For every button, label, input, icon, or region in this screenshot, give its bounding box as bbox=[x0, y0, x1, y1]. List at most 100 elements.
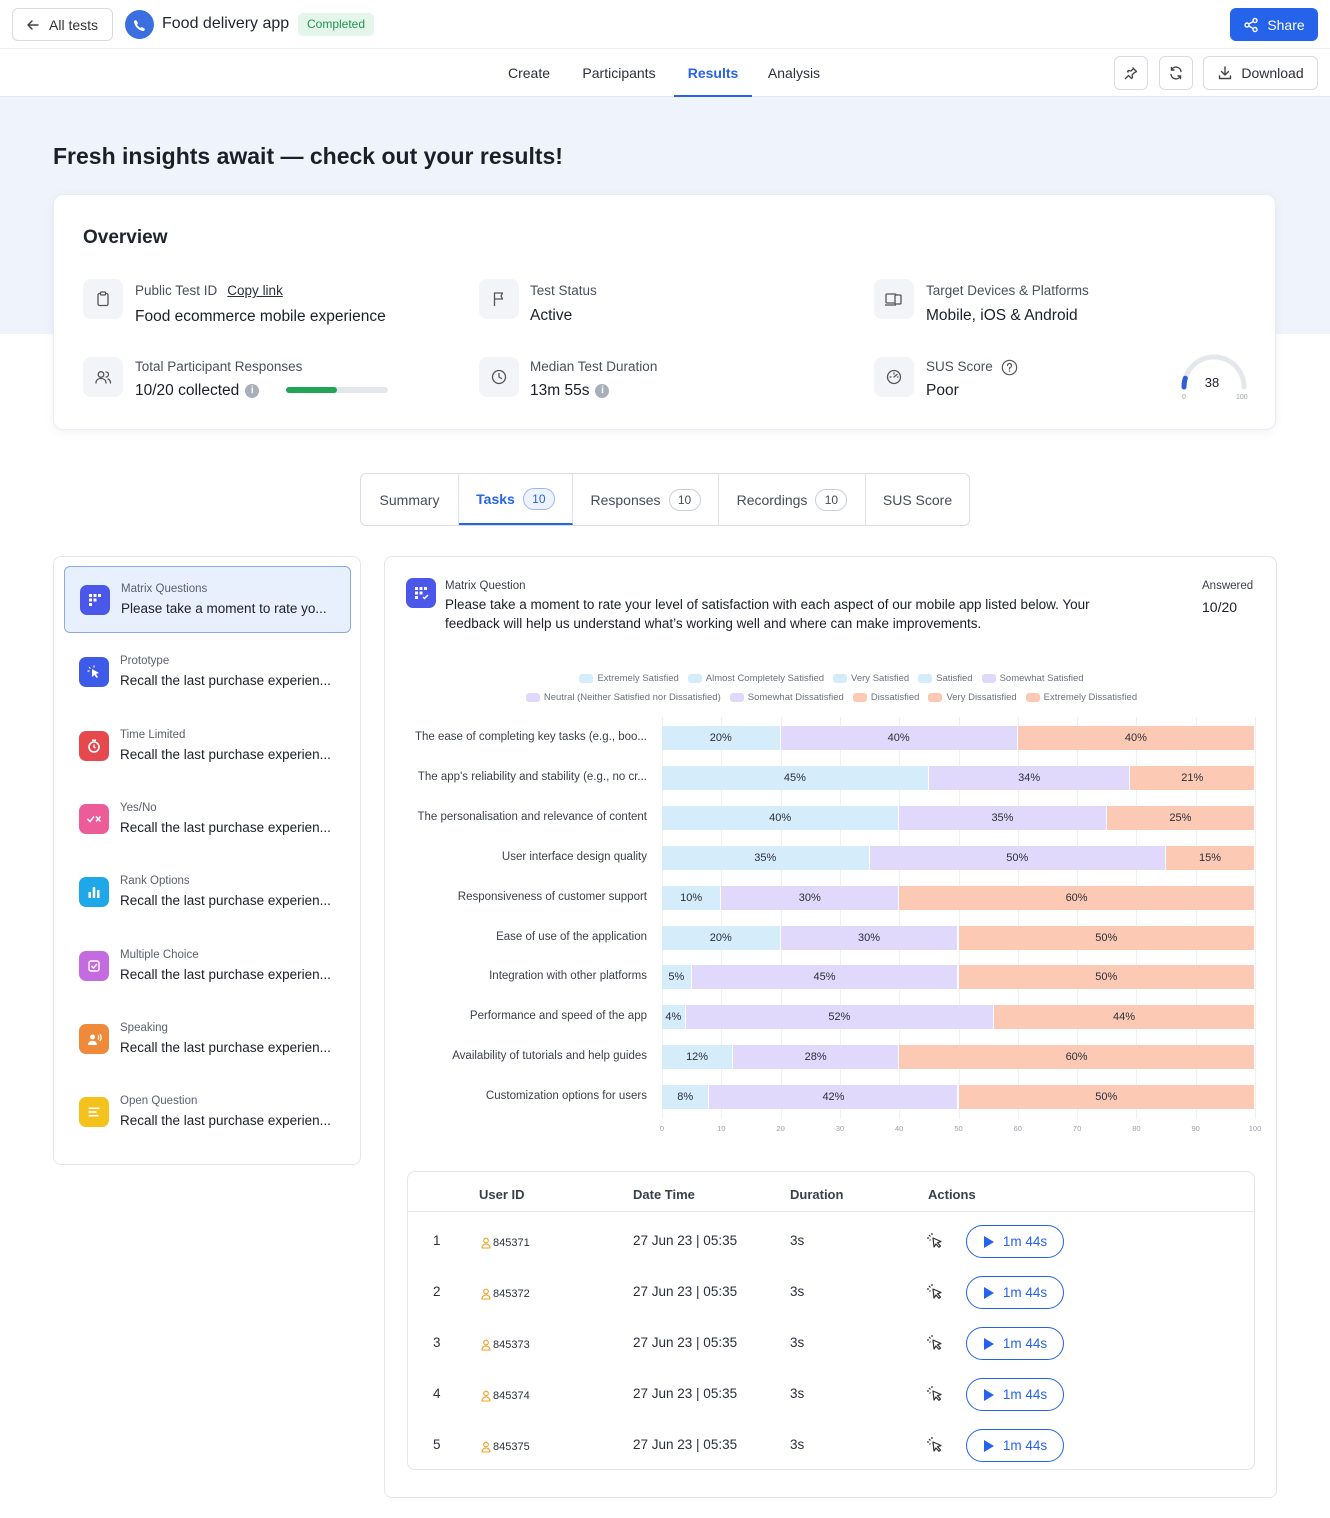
row-index: 2 bbox=[433, 1284, 441, 1299]
header-user-id: User ID bbox=[479, 1187, 525, 1202]
share-button[interactable]: Share bbox=[1230, 8, 1318, 41]
bar-segment[interactable]: 28% bbox=[733, 1045, 900, 1070]
legend-swatch bbox=[833, 674, 848, 683]
click-heatmap-icon[interactable] bbox=[925, 1282, 945, 1302]
task-item[interactable]: Prototype Recall the last purchase experi… bbox=[64, 639, 351, 706]
sus-gauge: 38 0 100 bbox=[1178, 353, 1250, 403]
copy-link[interactable]: Copy link bbox=[227, 283, 283, 298]
all-tests-button[interactable]: All tests bbox=[12, 8, 113, 41]
download-label: Download bbox=[1241, 65, 1304, 81]
subtab-sus-score[interactable]: SUS Score bbox=[882, 491, 953, 508]
bar-segment[interactable]: 34% bbox=[928, 765, 1131, 790]
bar-segment[interactable]: 40% bbox=[1017, 726, 1255, 750]
responses-label: Total Participant Responses bbox=[135, 359, 303, 374]
bar-segment[interactable]: 8% bbox=[662, 1085, 710, 1110]
bar-segment[interactable]: 30% bbox=[721, 885, 900, 910]
bar-segment[interactable]: 44% bbox=[994, 1005, 1255, 1030]
bar-segment[interactable]: 42% bbox=[709, 1085, 959, 1110]
play-recording-button[interactable]: 1m 44s bbox=[966, 1378, 1064, 1411]
grid-line bbox=[1136, 717, 1138, 1119]
bar-segment[interactable]: 21% bbox=[1130, 765, 1255, 790]
user-id-cell[interactable]: 845373 bbox=[481, 1339, 530, 1351]
bar-segment[interactable]: 30% bbox=[780, 925, 959, 950]
bar-segment[interactable]: 10% bbox=[662, 885, 722, 910]
progress-fill bbox=[286, 387, 337, 393]
click-heatmap-icon[interactable] bbox=[925, 1435, 945, 1455]
x-tick-label: 80 bbox=[1132, 1124, 1141, 1133]
bar-segment[interactable]: 20% bbox=[662, 726, 781, 750]
click-heatmap-icon[interactable] bbox=[925, 1231, 945, 1251]
subtab-recordings[interactable]: Recordings 10 bbox=[719, 474, 866, 525]
grid-line bbox=[899, 717, 901, 1119]
bar-segment[interactable]: 60% bbox=[899, 885, 1255, 910]
responses-progress-bar bbox=[286, 387, 388, 393]
bar-segment[interactable]: 50% bbox=[958, 1085, 1255, 1110]
bar-segment[interactable]: 50% bbox=[869, 845, 1167, 870]
legend-item: Dissatisfied bbox=[852, 692, 919, 703]
task-item[interactable]: Open Question Recall the last purchase ex… bbox=[64, 1079, 351, 1146]
user-id-cell[interactable]: 845371 bbox=[481, 1237, 530, 1249]
pin-button[interactable] bbox=[1114, 56, 1148, 90]
bar-segment[interactable]: 5% bbox=[662, 965, 692, 990]
matrix-icon bbox=[80, 585, 110, 615]
user-icon bbox=[481, 1288, 491, 1300]
click-heatmap-icon[interactable] bbox=[925, 1384, 945, 1404]
legend-swatch bbox=[1025, 693, 1040, 702]
bar-segment[interactable]: 50% bbox=[958, 925, 1255, 950]
bar-segment[interactable]: 12% bbox=[662, 1045, 734, 1070]
bar-segment[interactable]: 40% bbox=[662, 805, 900, 830]
user-id-cell[interactable]: 845372 bbox=[481, 1288, 530, 1300]
play-recording-button[interactable]: 1m 44s bbox=[966, 1225, 1064, 1258]
date-time-cell: 27 Jun 23 | 05:35 bbox=[633, 1335, 738, 1350]
bar-segment[interactable]: 45% bbox=[691, 965, 959, 990]
bar-segment[interactable]: 35% bbox=[899, 805, 1107, 830]
task-item[interactable]: Multiple Choice Recall the last purchase … bbox=[64, 933, 351, 1000]
bar-segment[interactable]: 52% bbox=[685, 1005, 995, 1030]
task-item[interactable]: Rank Options Recall the last purchase exp… bbox=[64, 859, 351, 926]
tab-results[interactable]: Results bbox=[674, 49, 752, 97]
play-icon bbox=[983, 1439, 994, 1452]
play-recording-button[interactable]: 1m 44s bbox=[966, 1276, 1064, 1309]
x-tick-label: 40 bbox=[895, 1124, 904, 1133]
task-item[interactable]: Speaking Recall the last purchase experie… bbox=[64, 1006, 351, 1073]
table-row: 5 845375 27 Jun 23 | 05:35 3s 1m 44s bbox=[408, 1420, 1254, 1471]
play-recording-button[interactable]: 1m 44s bbox=[966, 1327, 1064, 1360]
task-title: Recall the last purchase experien... bbox=[120, 893, 331, 909]
test-status-value: Active bbox=[530, 307, 573, 324]
bar-segment[interactable]: 4% bbox=[662, 1005, 686, 1030]
bar-segment[interactable]: 20% bbox=[662, 925, 781, 950]
bar-segment[interactable]: 40% bbox=[780, 726, 1018, 750]
click-heatmap-icon[interactable] bbox=[925, 1333, 945, 1353]
download-button[interactable]: Download bbox=[1203, 56, 1318, 90]
tab-analysis[interactable]: Analysis bbox=[767, 65, 821, 81]
user-id-cell[interactable]: 845374 bbox=[481, 1390, 530, 1402]
legend-item: Almost Completely Satisfied bbox=[687, 673, 824, 684]
date-time-cell: 27 Jun 23 | 05:35 bbox=[633, 1233, 738, 1248]
help-icon[interactable] bbox=[1001, 359, 1018, 376]
bar-segment[interactable]: 50% bbox=[958, 965, 1255, 990]
tab-create[interactable]: Create bbox=[507, 65, 551, 81]
median-duration-label: Median Test Duration bbox=[530, 359, 658, 374]
subtab-tasks[interactable]: Tasks 10 bbox=[459, 474, 573, 525]
info-icon[interactable]: i bbox=[595, 383, 610, 398]
task-item[interactable]: Time Limited Recall the last purchase exp… bbox=[64, 713, 351, 780]
user-id-cell[interactable]: 845375 bbox=[481, 1441, 530, 1453]
tab-participants[interactable]: Participants bbox=[582, 65, 656, 81]
info-icon[interactable]: i bbox=[245, 383, 260, 398]
bar-segment[interactable]: 35% bbox=[662, 845, 870, 870]
refresh-button[interactable] bbox=[1159, 56, 1193, 90]
bar-segment[interactable]: 15% bbox=[1166, 845, 1255, 870]
play-recording-button[interactable]: 1m 44s bbox=[966, 1429, 1064, 1462]
subtab-summary[interactable]: Summary bbox=[361, 474, 459, 525]
subtab-responses[interactable]: Responses 10 bbox=[573, 474, 719, 525]
pin-icon bbox=[1124, 67, 1138, 80]
task-item[interactable]: Matrix Questions Please take a moment to … bbox=[64, 566, 351, 633]
task-title: Recall the last purchase experien... bbox=[120, 746, 331, 762]
bar-segment[interactable]: 25% bbox=[1106, 805, 1255, 830]
bar-segment[interactable]: 60% bbox=[899, 1045, 1255, 1070]
task-item[interactable]: Yes/No Recall the last purchase experien.… bbox=[64, 786, 351, 853]
bar-segment[interactable]: 45% bbox=[662, 765, 929, 790]
task-list: Matrix Questions Please take a moment to … bbox=[53, 556, 361, 1165]
table-row: 3 845373 27 Jun 23 | 05:35 3s 1m 44s bbox=[408, 1318, 1254, 1369]
x-tick-label: 70 bbox=[1072, 1124, 1082, 1133]
